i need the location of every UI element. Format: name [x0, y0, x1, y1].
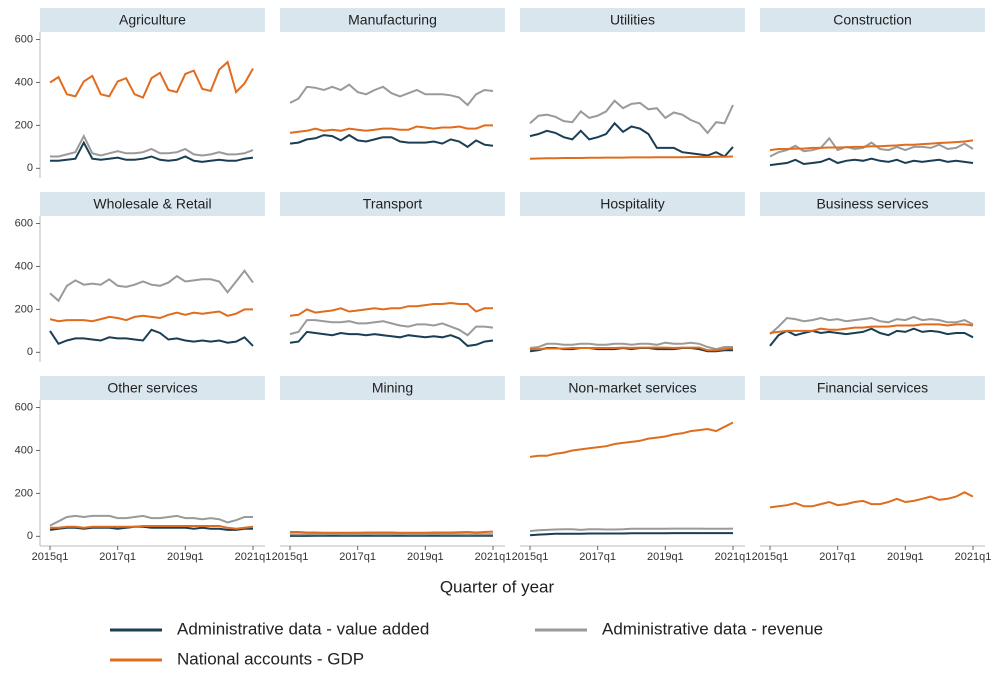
x-tick-label: 2015q1: [272, 551, 309, 563]
x-tick-label: 2021q1: [955, 551, 992, 563]
x-tick-label: 2015q1: [512, 551, 549, 563]
series-line: [529, 421, 734, 458]
series-line: [289, 319, 494, 337]
series-line: [529, 532, 733, 537]
strip: [40, 376, 265, 400]
strip: [760, 8, 985, 32]
panel-title: Wholesale & Retail: [93, 196, 211, 212]
series-line: [769, 315, 974, 335]
series-line: [49, 514, 253, 527]
panel-title: Transport: [363, 196, 423, 212]
strip: [40, 192, 265, 216]
x-tick-label: 2017q1: [819, 551, 856, 563]
strip: [760, 376, 985, 400]
x-tick-label: 2017q1: [339, 551, 376, 563]
strip: [520, 8, 745, 32]
panel-title: Construction: [833, 12, 912, 28]
series-line: [529, 155, 734, 160]
panel-title: Utilities: [610, 12, 655, 28]
y-tick-label: 200: [15, 487, 33, 499]
panel-title: Business services: [816, 196, 928, 212]
x-tick-label: 2015q1: [32, 551, 69, 563]
x-tick-label: 2019q1: [167, 551, 204, 563]
series-line: [529, 341, 733, 351]
panel-title: Hospitality: [600, 196, 665, 212]
x-tick-label: 2019q1: [407, 551, 444, 563]
series-line: [50, 525, 254, 530]
y-tick-label: 200: [15, 119, 33, 131]
series-line: [769, 136, 974, 158]
series-line: [289, 330, 494, 347]
x-tick-label: 2021q1: [235, 551, 272, 563]
y-tick-label: 0: [27, 530, 33, 542]
x-tick-label: 2017q1: [99, 551, 136, 563]
x-tick-label: 2017q1: [579, 551, 616, 563]
x-tick-label: 2019q1: [887, 551, 924, 563]
series-line: [50, 133, 254, 158]
x-tick-label: 2019q1: [647, 551, 684, 563]
series-line: [289, 301, 493, 317]
series-line: [289, 133, 494, 149]
legend-label: Administrative data - revenue: [602, 619, 823, 638]
series-line: [529, 99, 734, 135]
panel-title: Manufacturing: [348, 12, 437, 28]
y-tick-label: 600: [15, 217, 33, 229]
series-line: [769, 491, 974, 509]
series-line: [529, 527, 734, 532]
series-line: [769, 323, 974, 334]
series-line: [769, 327, 974, 347]
panel-title: Other services: [107, 380, 197, 396]
y-tick-label: 0: [27, 162, 33, 174]
y-tick-label: 400: [15, 260, 33, 272]
series-line: [49, 308, 253, 323]
x-axis-title: Quarter of year: [440, 577, 555, 596]
series-line: [769, 139, 974, 152]
series-line: [289, 83, 494, 107]
series-line: [49, 60, 254, 99]
panel-title: Non-market services: [568, 380, 696, 396]
panel-title: Mining: [372, 380, 413, 396]
strip: [520, 192, 745, 216]
y-tick-label: 600: [15, 401, 33, 413]
series-line: [289, 124, 493, 134]
legend-label: Administrative data - value added: [177, 619, 429, 638]
y-tick-label: 400: [15, 76, 33, 88]
y-tick-label: 0: [27, 346, 33, 358]
strip: [760, 192, 985, 216]
panel-title: Agriculture: [119, 12, 186, 28]
series-line: [49, 328, 254, 347]
strip: [280, 192, 505, 216]
series-line: [769, 157, 974, 167]
series-line: [529, 121, 734, 158]
y-tick-label: 200: [15, 303, 33, 315]
panel-title: Financial services: [817, 380, 928, 396]
y-tick-label: 600: [15, 33, 33, 45]
y-tick-label: 400: [15, 444, 33, 456]
series-line: [50, 140, 254, 163]
strip: [520, 376, 745, 400]
strip: [280, 8, 505, 32]
x-tick-label: 2021q1: [475, 551, 512, 563]
series-line: [530, 346, 734, 352]
legend-label: National accounts - GDP: [177, 649, 364, 668]
strip: [280, 376, 505, 400]
x-tick-label: 2021q1: [715, 551, 752, 563]
x-tick-label: 2015q1: [752, 551, 789, 563]
strip: [40, 8, 265, 32]
series-line: [290, 530, 494, 534]
series-line: [49, 269, 254, 303]
